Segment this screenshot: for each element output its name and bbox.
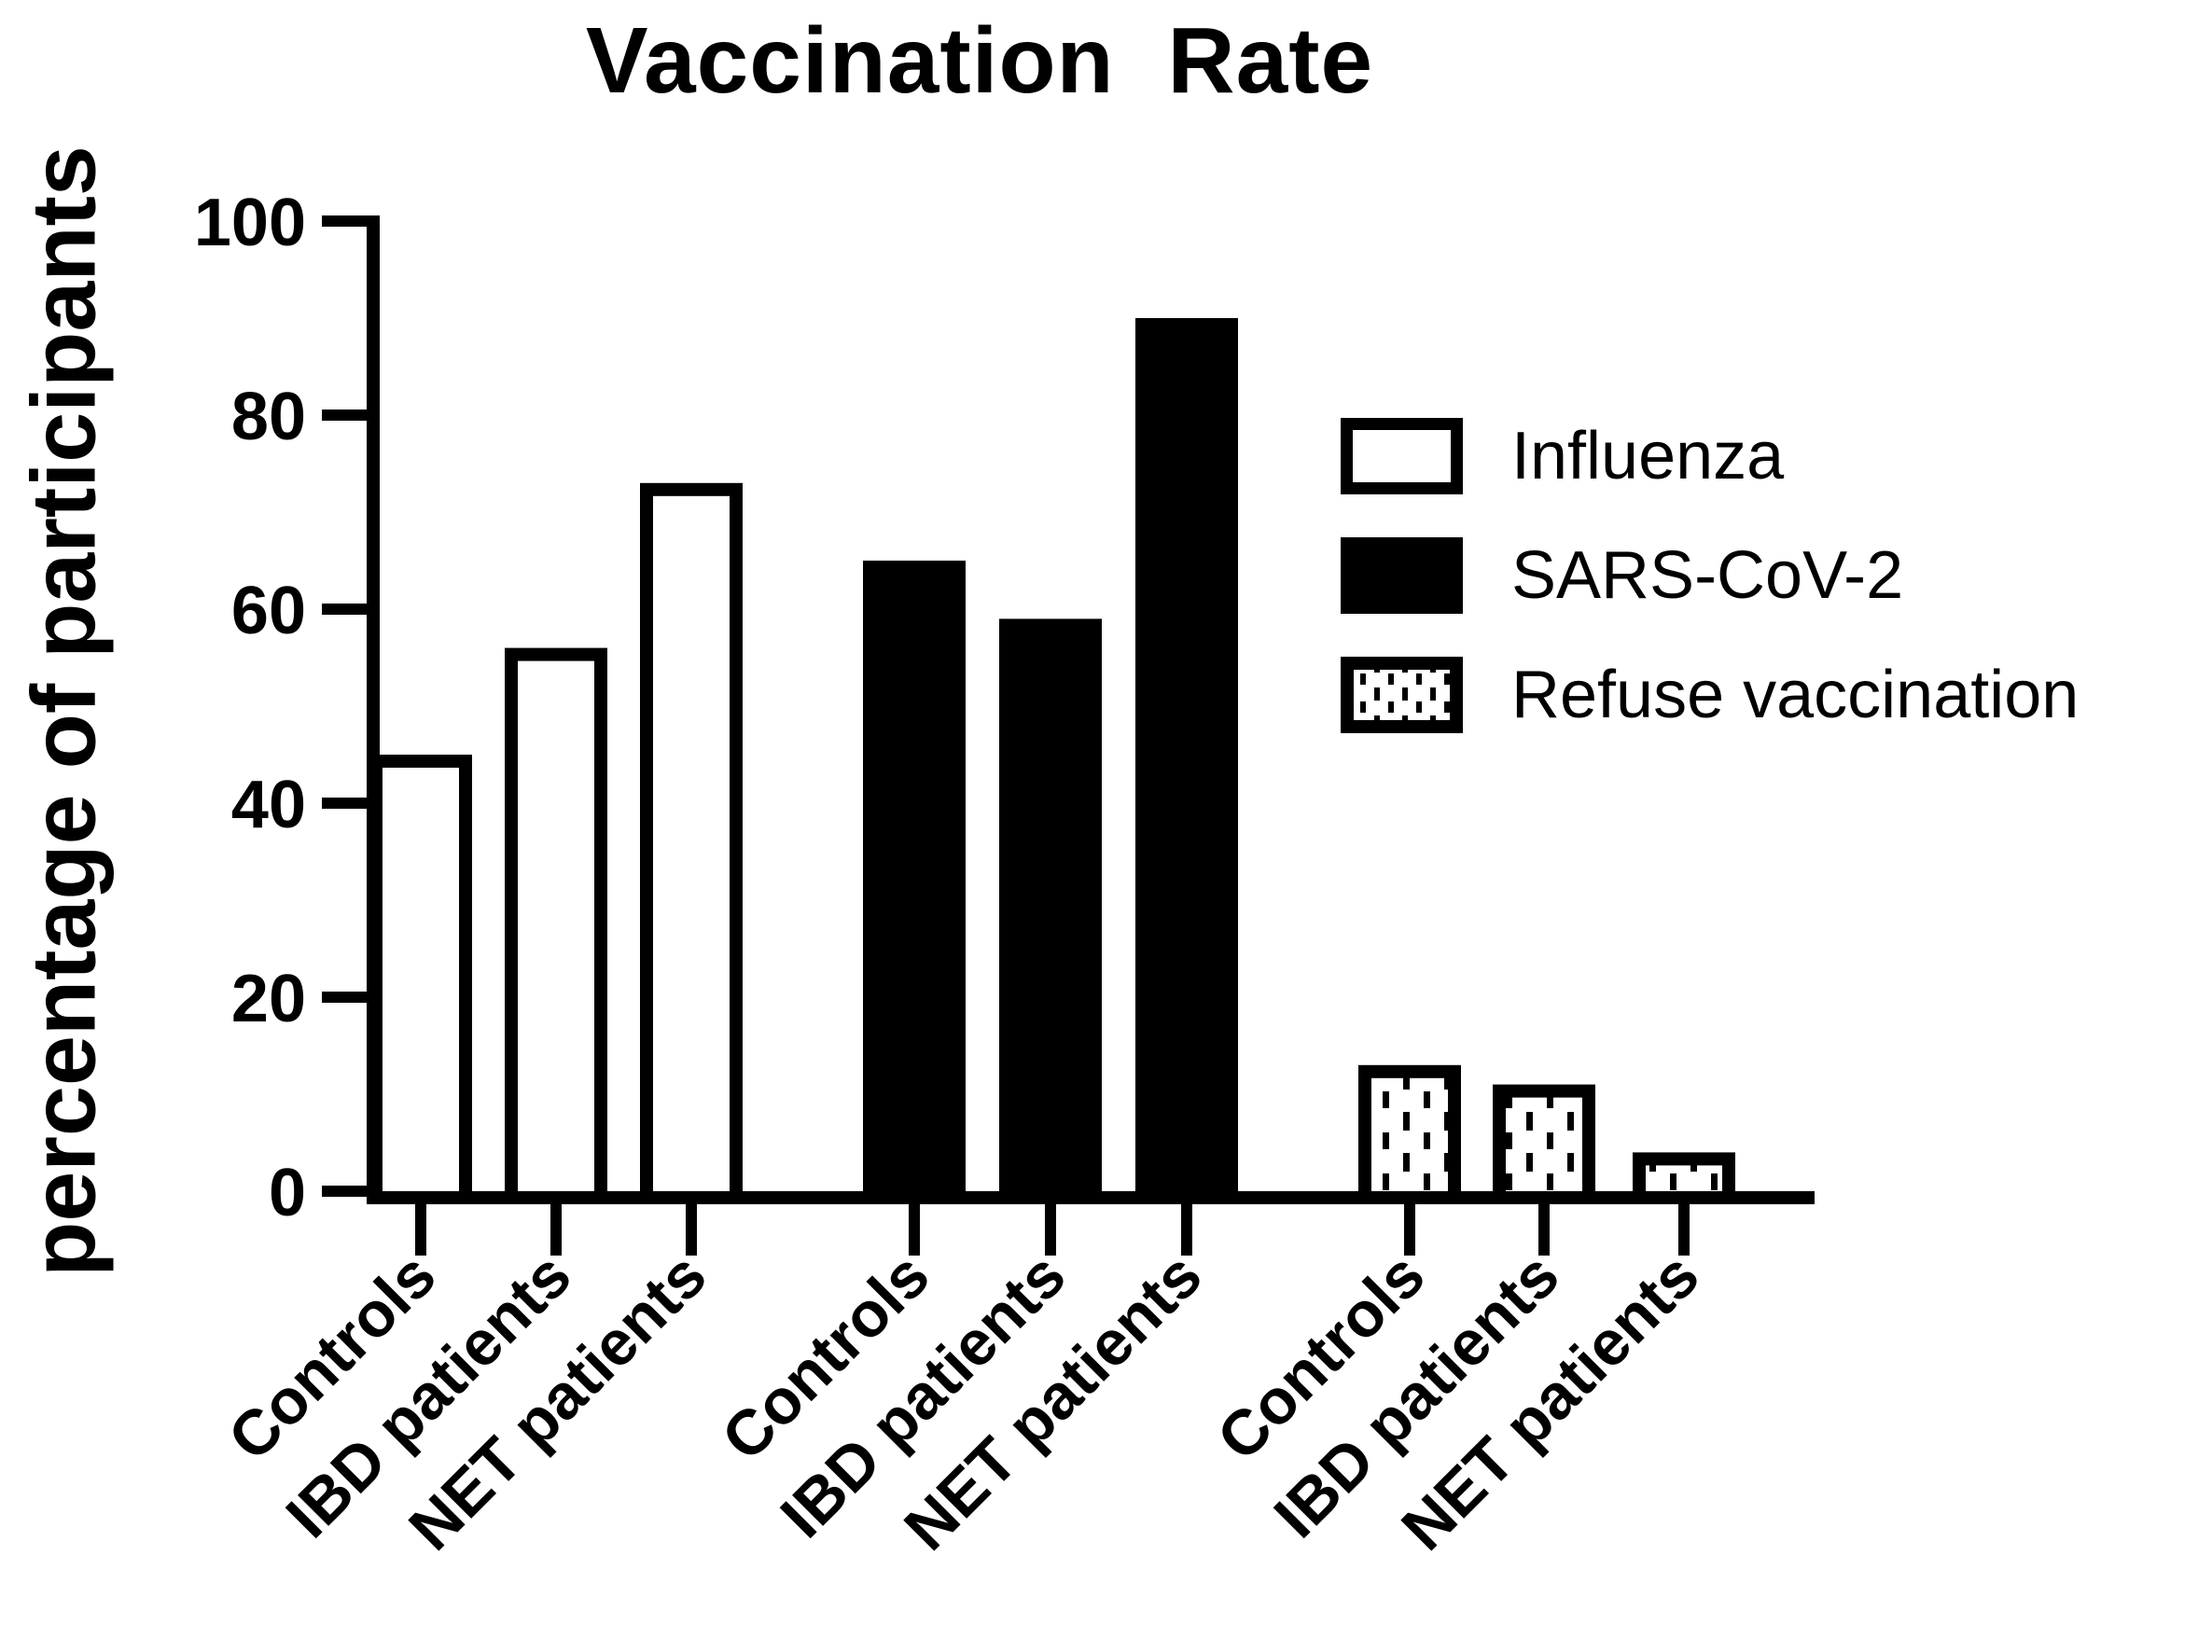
y-tick-label-80: 80 (231, 380, 306, 454)
bar-sars-cov-2-ibd-patients (999, 618, 1102, 1204)
y-tick-label-0: 0 (269, 1156, 306, 1230)
y-tick-label-100: 100 (194, 186, 306, 260)
bar-refuse-vaccination-ibd-patients (1493, 1084, 1595, 1204)
bar-sars-cov-2-net-patients (1135, 318, 1238, 1204)
legend-label-refuse-vaccination: Refuse vaccination (1511, 658, 2080, 732)
y-tick-label-60: 60 (231, 574, 306, 648)
legend-item-influenza: Influenza (1341, 418, 2079, 494)
axes-group (322, 215, 1815, 1256)
legend-item-sars-cov-2: SARS-CoV-2 (1341, 537, 2079, 614)
chart-title: Vaccination Rate (585, 8, 1374, 113)
bar-influenza-controls (369, 755, 472, 1204)
y-tick-label-40: 40 (231, 768, 306, 842)
bar-sars-cov-2-controls (863, 561, 966, 1204)
bars-group (369, 318, 1735, 1205)
bar-refuse-vaccination-controls (1358, 1064, 1461, 1205)
legend-swatch-open-icon (1341, 418, 1463, 494)
bar-influenza-ibd-patients (505, 647, 607, 1204)
legend-label-sars-cov-2: SARS-CoV-2 (1511, 538, 1904, 613)
y-tick-label-20: 20 (231, 962, 306, 1036)
legend-item-refuse-vaccination: Refuse vaccination (1341, 657, 2079, 733)
bar-influenza-net-patients (640, 482, 743, 1204)
legend-swatch-dotted-icon (1341, 657, 1463, 733)
legend-swatch-solid-icon (1341, 537, 1463, 614)
legend: Influenza SARS-CoV-2 Refuse vaccination (1341, 418, 2079, 776)
legend-label-influenza: Influenza (1511, 419, 1785, 493)
